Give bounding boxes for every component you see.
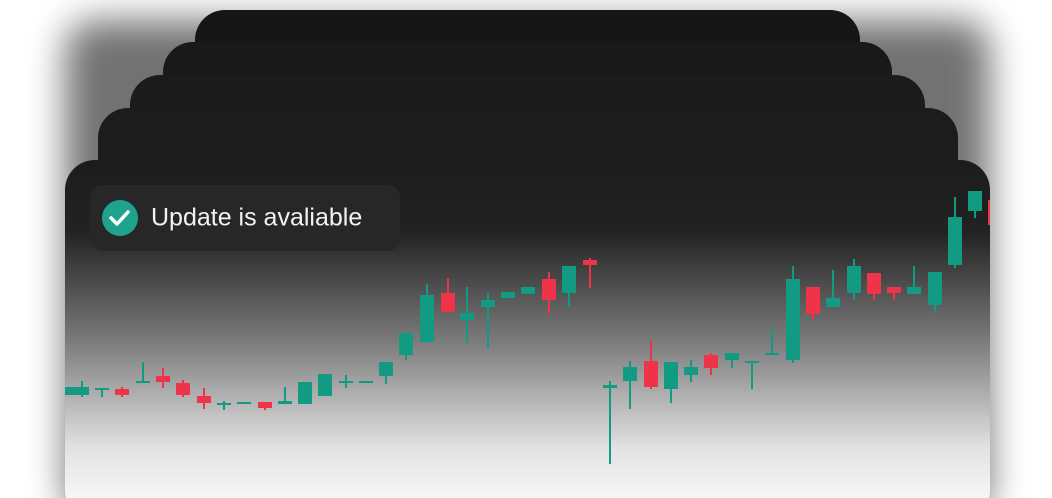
candle-body — [258, 402, 272, 408]
candle-body — [583, 260, 597, 265]
candle-body — [399, 333, 413, 355]
candle-body — [786, 279, 800, 360]
candle-body — [441, 293, 455, 312]
candle-body — [318, 374, 332, 396]
check-mark — [109, 210, 130, 226]
candle-body — [664, 362, 678, 389]
candle-body — [95, 388, 109, 390]
candle-body — [603, 385, 617, 388]
candle-body — [460, 313, 474, 320]
candle-body — [420, 295, 434, 342]
candle-body — [907, 287, 921, 294]
candle-body — [156, 376, 170, 382]
card-stack — [65, 10, 990, 498]
candle-body — [379, 362, 393, 376]
candle-body — [968, 191, 982, 211]
candle-body — [725, 353, 739, 360]
candle-body — [806, 287, 820, 314]
candle-body — [278, 401, 292, 404]
candle-body — [501, 292, 515, 298]
candle-body — [826, 298, 840, 307]
candle-body — [562, 266, 576, 293]
candle-body — [623, 367, 637, 381]
candle-body — [65, 387, 75, 395]
candle-body — [928, 272, 942, 305]
candle-body — [136, 381, 150, 383]
candle-body — [745, 361, 759, 363]
toast-text: Update is avaliable — [151, 204, 362, 232]
candle-body — [988, 200, 990, 225]
candle-body — [359, 381, 373, 383]
candle-body — [847, 266, 861, 293]
candle-body — [867, 273, 881, 294]
candle-body — [481, 300, 495, 307]
candle-body — [176, 383, 190, 395]
candle-body — [237, 402, 251, 404]
candle-body — [684, 367, 698, 375]
candles-green — [65, 191, 982, 464]
candle-body — [948, 217, 962, 265]
candle-body — [644, 361, 658, 387]
candle-body — [887, 287, 901, 293]
candle-body — [217, 403, 231, 405]
candle-body — [115, 389, 129, 395]
toast-background — [90, 185, 400, 251]
candle-body — [704, 355, 718, 368]
candle-body — [339, 381, 353, 383]
check-icon — [102, 200, 138, 236]
candle-body — [521, 287, 535, 294]
toast: Update is avaliable — [90, 185, 400, 251]
candle-body — [75, 387, 89, 395]
candles-illustration — [65, 191, 990, 464]
candle-body — [542, 279, 556, 300]
candle-body — [298, 382, 312, 404]
candle-body — [765, 353, 779, 355]
candles-red — [115, 200, 990, 410]
candle-body — [197, 396, 211, 403]
